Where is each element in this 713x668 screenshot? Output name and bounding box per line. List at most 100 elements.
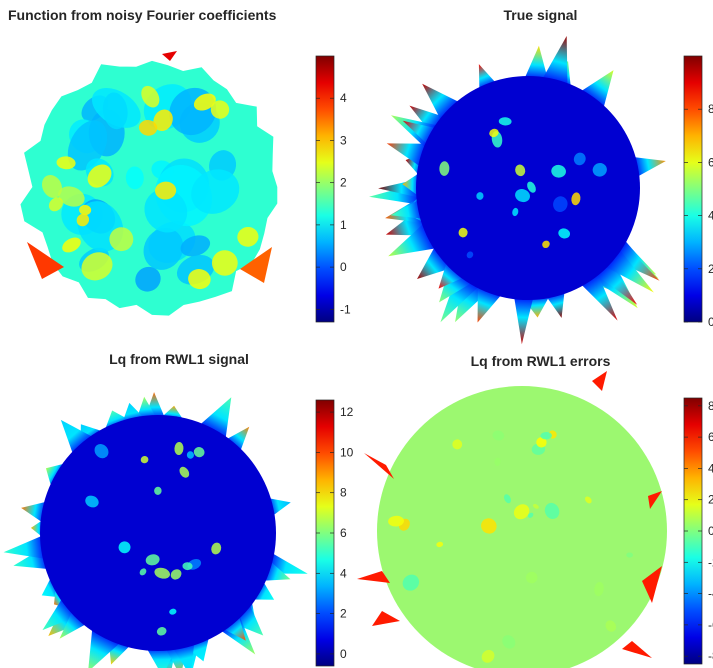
surface-patch [494,457,501,466]
surface-patch [140,456,149,464]
spike [223,426,250,455]
surface-patch [512,207,519,217]
surface-patch [79,204,92,216]
surface-patch [515,164,526,177]
surface-patch [139,568,147,576]
surface-patch [141,85,160,108]
spike [390,198,426,220]
sphere-plot-true[interactable]: 0 2 4 6 8 [356,0,713,345]
surface-patch [553,196,568,212]
surface-patch [102,92,128,130]
colorbar-tick-label: 8 [708,399,713,413]
surface-patch [452,439,463,450]
colorbar-tick-label: 8 [340,486,347,500]
spike [630,156,666,178]
spike [228,601,264,636]
surface-patch [503,494,511,504]
sphere-body [40,415,276,651]
surface-blobs [41,85,259,290]
surface-patch [182,562,193,571]
spike [513,294,534,345]
surface-patch [533,504,539,509]
surface-patch [481,518,497,534]
surface-patch [85,495,99,508]
surface-patch [573,152,586,166]
colorbar-tick-label: 2 [708,262,713,276]
panel-title: True signal [503,7,578,23]
edge-errors [357,371,662,658]
surface-patch [109,227,134,252]
colorbar-tick-label: -4 [708,587,713,601]
colorbar-gradient [315,55,335,323]
colorbar-tick-label: 0 [708,524,713,538]
surface-patch [237,226,259,247]
surface-patch [41,174,63,198]
surface-patch [544,502,560,520]
surface-patch [154,486,162,495]
surface-patch [125,166,144,190]
surface-patch [592,163,607,177]
colorbar-tick-label: 3 [340,133,347,147]
spike [60,419,96,458]
panel-noisy-fourier: Function from noisy Fourier coefficients… [0,0,356,334]
spike [523,45,549,83]
error-spike [364,453,394,479]
surface-patch [81,252,113,281]
spike [541,35,568,89]
colorbar-tick-label: -1 [340,302,351,316]
surface-patch [58,186,85,207]
surface-patch [154,567,170,579]
colorbar-tick-label: 6 [708,155,713,169]
surface-patch [466,251,474,259]
sphere-plot-noisy[interactable]: -1 0 1 2 3 4 [0,0,356,334]
surface-patch [179,466,190,478]
surface-patch [144,188,188,233]
sphere-body [377,386,667,668]
surface-patch [193,93,216,111]
surface-patch [540,431,552,440]
surface-patch [193,447,205,458]
hotspot [162,51,177,61]
colorbar: 0 2 4 6 8 [683,55,713,329]
surface-patch [154,181,177,200]
error-spike [372,611,400,626]
spike [88,625,123,668]
panel-title: Function from noisy Fourier coefficients [8,7,277,23]
error-spike [357,571,390,583]
surface-patch [458,227,468,238]
surface-patch [502,635,516,649]
surface-patch [585,496,592,504]
surface-patch [551,164,566,178]
surface-patch [180,235,211,257]
surface-patch [527,512,534,518]
colorbar-tick-label: 10 [340,445,354,459]
surface-patch [527,181,536,193]
surface-patch [48,197,63,212]
surface-patch [170,569,182,580]
colorbar-tick-label: 1 [340,218,347,232]
surface-patch [402,574,420,591]
surface-patch [76,213,90,227]
colorbar-tick-label: -2 [708,555,713,569]
surface-patch [67,120,108,171]
error-spike [622,641,652,658]
surface-patch [476,192,484,200]
surface-patch [174,441,184,456]
surface-patch [498,117,512,126]
colorbar-tick-label: 6 [340,526,347,540]
spike [609,241,660,281]
panel-title: Lq from RWL1 errors [470,353,611,369]
colorbar: -1 0 1 2 3 4 [315,55,351,323]
colorbar-tick-label: 4 [708,209,713,223]
spike [579,270,618,321]
surface-patch [436,541,444,548]
sphere-plot-lq-errors[interactable]: -8 -6 -4 -2 0 2 4 6 8 [356,334,713,668]
colorbar-gradient [683,55,703,323]
sphere-plot-lq-signal[interactable]: 0 2 4 6 8 10 12 [0,334,356,668]
colorbar-tick-label: 2 [340,176,347,190]
surface-patch [210,100,230,119]
surface-patch [186,451,194,459]
surface-blobs [76,109,177,227]
surface-patch [536,437,547,448]
spike [438,259,467,289]
